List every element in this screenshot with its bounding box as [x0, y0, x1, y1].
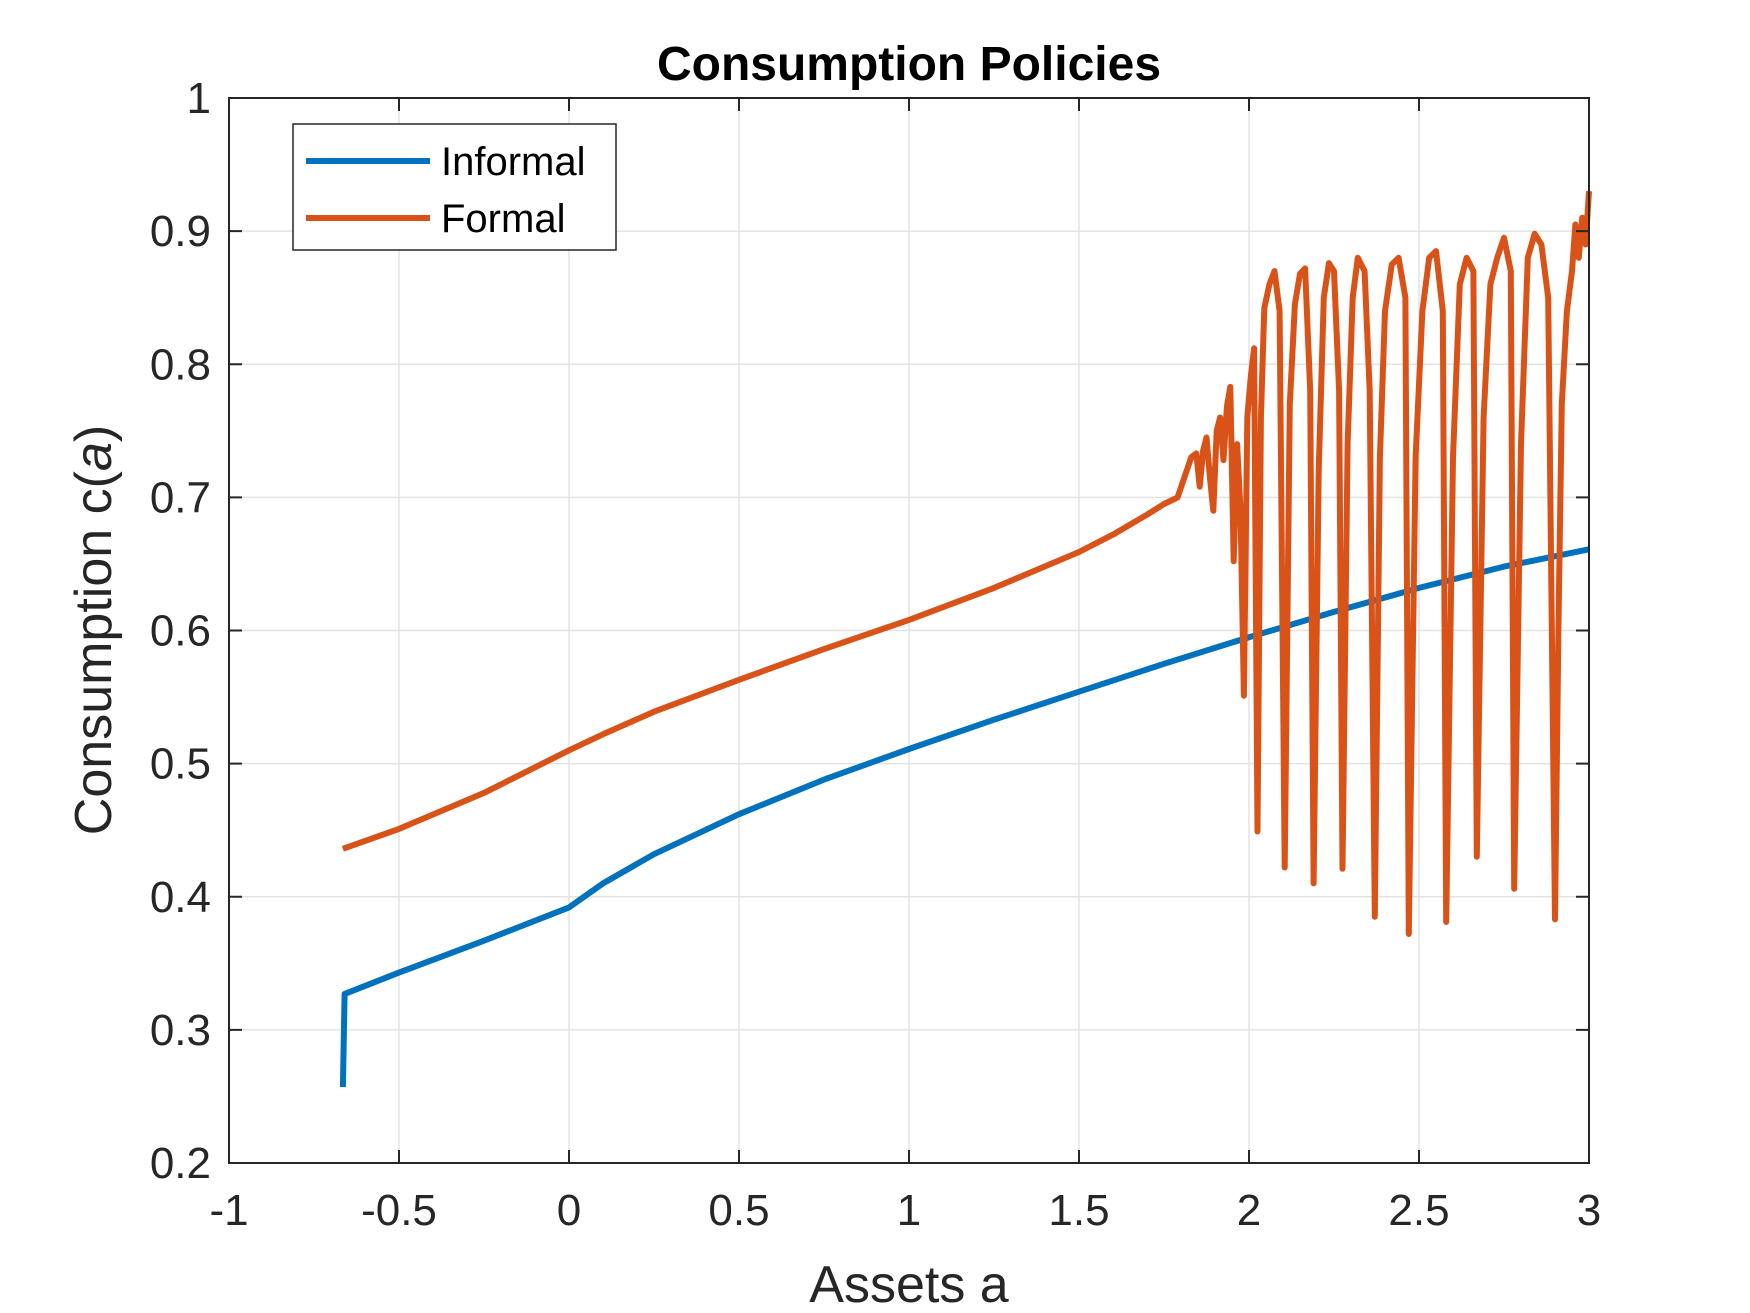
x-tick-label: 1	[897, 1186, 921, 1235]
y-tick-label: 0.9	[150, 207, 211, 256]
legend-label-informal: Informal	[441, 140, 586, 184]
x-tick-label: -1	[209, 1186, 248, 1235]
y-tick-label: 0.2	[150, 1139, 211, 1188]
y-tick-label: 0.6	[150, 607, 211, 656]
x-tick-label: -0.5	[361, 1186, 437, 1235]
series-line-formal	[341, 191, 1592, 937]
y-tick-label: 0.8	[150, 340, 211, 389]
series-layer	[339, 191, 1592, 1088]
x-tick-labels: -1 -0.5 0 0.5 1 1.5 2 2.5 3	[209, 1186, 1601, 1235]
legend: Informal Formal	[292, 123, 617, 251]
y-tick-label: 0.3	[150, 1006, 211, 1055]
x-tick-label: 3	[1577, 1186, 1601, 1235]
y-tick-label: 0.5	[150, 740, 211, 789]
chart-title: Consumption Policies	[657, 38, 1161, 91]
x-tick-label: 2.5	[1388, 1186, 1449, 1235]
y-tick-label: 0.4	[150, 873, 211, 922]
x-tick-label: 0	[557, 1186, 581, 1235]
legend-label-formal: Formal	[441, 197, 565, 241]
y-tick-label: 0.7	[150, 473, 211, 522]
grid-lines	[228, 97, 1590, 1164]
y-axis-label-prefix: Consumption c(	[65, 470, 123, 835]
y-tick-label: 1	[187, 74, 211, 123]
legend-box	[292, 123, 617, 251]
x-tick-label: 2	[1237, 1186, 1261, 1235]
y-tick-labels: 0.2 0.3 0.4 0.5 0.6 0.7 0.8 0.9 1	[150, 74, 211, 1188]
axis-ticks	[228, 97, 1590, 1164]
y-axis-label-suffix: )	[65, 425, 123, 442]
y-axis-label: Consumption c(a)	[65, 425, 123, 835]
x-axis-label: Assets a	[809, 1256, 1008, 1313]
x-tick-label: 1.5	[1048, 1186, 1109, 1235]
x-tick-label: 0.5	[708, 1186, 769, 1235]
y-axis-label-variable: a	[65, 442, 123, 471]
